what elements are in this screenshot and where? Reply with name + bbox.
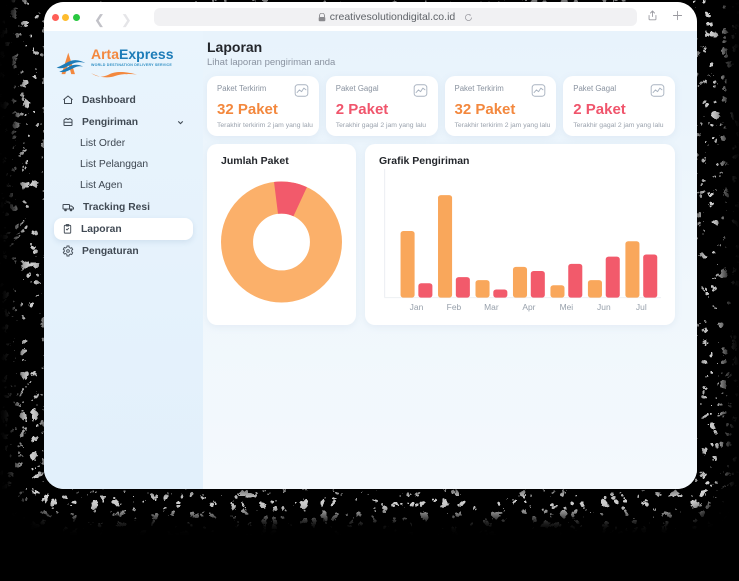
svg-text:Jan: Jan [410, 303, 424, 312]
svg-text:Mar: Mar [484, 303, 499, 312]
svg-text:Apr: Apr [522, 303, 535, 312]
svg-text:Jul: Jul [636, 303, 647, 312]
svg-text:Jun: Jun [597, 303, 611, 312]
svg-text:Feb: Feb [447, 303, 462, 312]
svg-text:Mei: Mei [560, 303, 574, 312]
